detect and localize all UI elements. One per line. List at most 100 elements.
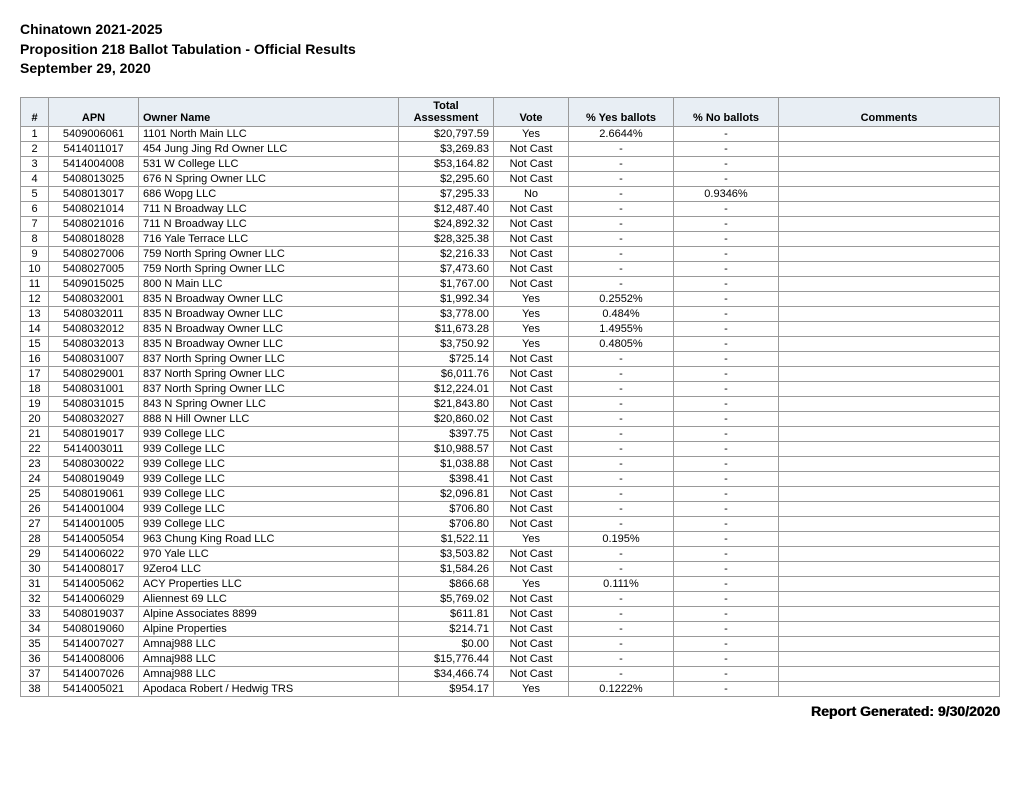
table-row: 265414001004939 College LLC$706.80Not Ca… bbox=[21, 501, 1000, 516]
table-row: 275414001005939 College LLC$706.80Not Ca… bbox=[21, 516, 1000, 531]
cell-assess: $1,038.88 bbox=[399, 456, 494, 471]
cell-no: - bbox=[674, 681, 779, 696]
cell-apn: 5408032027 bbox=[49, 411, 139, 426]
cell-no: - bbox=[674, 126, 779, 141]
cell-vote: Yes bbox=[494, 126, 569, 141]
cell-vote: Not Cast bbox=[494, 201, 569, 216]
cell-no: - bbox=[674, 231, 779, 246]
cell-comments bbox=[779, 681, 1000, 696]
cell-owner: 837 North Spring Owner LLC bbox=[139, 351, 399, 366]
cell-comments bbox=[779, 651, 1000, 666]
cell-assess: $3,503.82 bbox=[399, 546, 494, 561]
cell-vote: Not Cast bbox=[494, 396, 569, 411]
cell-vote: Not Cast bbox=[494, 591, 569, 606]
cell-num: 38 bbox=[21, 681, 49, 696]
cell-comments bbox=[779, 501, 1000, 516]
cell-no: - bbox=[674, 456, 779, 471]
cell-yes: - bbox=[569, 186, 674, 201]
cell-no: - bbox=[674, 546, 779, 561]
table-row: 325414006029Aliennest 69 LLC$5,769.02Not… bbox=[21, 591, 1000, 606]
cell-yes: 0.111% bbox=[569, 576, 674, 591]
cell-owner: ACY Properties LLC bbox=[139, 576, 399, 591]
cell-vote: Not Cast bbox=[494, 366, 569, 381]
cell-num: 14 bbox=[21, 321, 49, 336]
cell-owner: 759 North Spring Owner LLC bbox=[139, 261, 399, 276]
cell-vote: Yes bbox=[494, 306, 569, 321]
table-row: 75408021016711 N Broadway LLC$24,892.32N… bbox=[21, 216, 1000, 231]
cell-comments bbox=[779, 441, 1000, 456]
table-row: 155408032013835 N Broadway Owner LLC$3,7… bbox=[21, 336, 1000, 351]
table-row: 365414008006Amnaj988 LLC$15,776.44Not Ca… bbox=[21, 651, 1000, 666]
cell-vote: Not Cast bbox=[494, 426, 569, 441]
table-row: 375414007026Amnaj988 LLC$34,466.74Not Ca… bbox=[21, 666, 1000, 681]
cell-num: 35 bbox=[21, 636, 49, 651]
cell-apn: 5414004008 bbox=[49, 156, 139, 171]
cell-owner: 939 College LLC bbox=[139, 426, 399, 441]
table-head: # APN Owner Name TotalAssessment Vote % … bbox=[21, 97, 1000, 126]
cell-owner: 939 College LLC bbox=[139, 486, 399, 501]
cell-vote: Not Cast bbox=[494, 501, 569, 516]
cell-no: - bbox=[674, 591, 779, 606]
cell-no: - bbox=[674, 306, 779, 321]
cell-apn: 5414008006 bbox=[49, 651, 139, 666]
cell-comments bbox=[779, 621, 1000, 636]
cell-owner: 970 Yale LLC bbox=[139, 546, 399, 561]
cell-owner: 939 College LLC bbox=[139, 456, 399, 471]
col-header-comments: Comments bbox=[779, 97, 1000, 126]
table-row: 285414005054963 Chung King Road LLC$1,52… bbox=[21, 531, 1000, 546]
cell-no: - bbox=[674, 276, 779, 291]
cell-yes: - bbox=[569, 171, 674, 186]
cell-num: 29 bbox=[21, 546, 49, 561]
table-row: 35414004008531 W College LLC$53,164.82No… bbox=[21, 156, 1000, 171]
cell-yes: 1.4955% bbox=[569, 321, 674, 336]
cell-assess: $2,216.33 bbox=[399, 246, 494, 261]
cell-yes: - bbox=[569, 381, 674, 396]
cell-owner: Aliennest 69 LLC bbox=[139, 591, 399, 606]
cell-no: - bbox=[674, 216, 779, 231]
cell-apn: 5408019060 bbox=[49, 621, 139, 636]
cell-comments bbox=[779, 276, 1000, 291]
cell-vote: Not Cast bbox=[494, 411, 569, 426]
cell-vote: Not Cast bbox=[494, 516, 569, 531]
cell-owner: 9Zero4 LLC bbox=[139, 561, 399, 576]
cell-vote: Not Cast bbox=[494, 171, 569, 186]
cell-assess: $5,769.02 bbox=[399, 591, 494, 606]
cell-assess: $7,473.60 bbox=[399, 261, 494, 276]
cell-num: 2 bbox=[21, 141, 49, 156]
cell-num: 37 bbox=[21, 666, 49, 681]
cell-num: 20 bbox=[21, 411, 49, 426]
cell-vote: Not Cast bbox=[494, 621, 569, 636]
table-row: 95408027006759 North Spring Owner LLC$2,… bbox=[21, 246, 1000, 261]
cell-vote: Not Cast bbox=[494, 276, 569, 291]
cell-owner: 1101 North Main LLC bbox=[139, 126, 399, 141]
cell-num: 25 bbox=[21, 486, 49, 501]
cell-yes: 0.4805% bbox=[569, 336, 674, 351]
cell-num: 30 bbox=[21, 561, 49, 576]
cell-comments bbox=[779, 321, 1000, 336]
cell-vote: Not Cast bbox=[494, 471, 569, 486]
cell-apn: 5408019049 bbox=[49, 471, 139, 486]
cell-assess: $53,164.82 bbox=[399, 156, 494, 171]
cell-vote: No bbox=[494, 186, 569, 201]
cell-owner: 835 N Broadway Owner LLC bbox=[139, 291, 399, 306]
cell-apn: 5408018028 bbox=[49, 231, 139, 246]
cell-comments bbox=[779, 411, 1000, 426]
cell-assess: $3,778.00 bbox=[399, 306, 494, 321]
cell-comments bbox=[779, 306, 1000, 321]
cell-owner: 835 N Broadway Owner LLC bbox=[139, 336, 399, 351]
table-row: 65408021014711 N Broadway LLC$12,487.40N… bbox=[21, 201, 1000, 216]
cell-yes: - bbox=[569, 651, 674, 666]
cell-apn: 5408013025 bbox=[49, 171, 139, 186]
cell-no: - bbox=[674, 441, 779, 456]
cell-num: 10 bbox=[21, 261, 49, 276]
cell-num: 21 bbox=[21, 426, 49, 441]
table-row: 355414007027Amnaj988 LLC$0.00Not Cast-- bbox=[21, 636, 1000, 651]
col-header-num: # bbox=[21, 97, 49, 126]
cell-assess: $866.68 bbox=[399, 576, 494, 591]
cell-comments bbox=[779, 396, 1000, 411]
cell-vote: Not Cast bbox=[494, 666, 569, 681]
cell-comments bbox=[779, 156, 1000, 171]
table-row: 195408031015843 N Spring Owner LLC$21,84… bbox=[21, 396, 1000, 411]
cell-comments bbox=[779, 261, 1000, 276]
cell-no: - bbox=[674, 531, 779, 546]
